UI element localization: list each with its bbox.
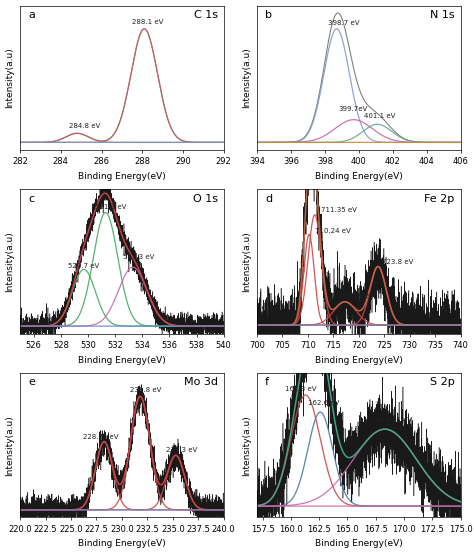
Y-axis label: Intensity(a.u): Intensity(a.u)	[6, 231, 15, 292]
Text: f: f	[265, 377, 269, 387]
Text: C 1s: C 1s	[193, 10, 218, 20]
Text: 717.28 eV: 717.28 eV	[338, 293, 374, 299]
Text: d: d	[265, 193, 272, 204]
Text: O 1s: O 1s	[192, 193, 218, 204]
Text: N 1s: N 1s	[430, 10, 455, 20]
Text: 531.3 eV: 531.3 eV	[95, 204, 126, 210]
Text: 529.7 eV: 529.7 eV	[68, 263, 99, 269]
Text: 168.31 eV: 168.31 eV	[376, 417, 412, 423]
Y-axis label: Intensity(a.u): Intensity(a.u)	[242, 47, 251, 108]
Text: Fe 2p: Fe 2p	[424, 193, 455, 204]
Text: 161.3 eV: 161.3 eV	[285, 386, 317, 392]
X-axis label: Binding Energy(eV): Binding Energy(eV)	[315, 540, 402, 548]
X-axis label: Binding Energy(eV): Binding Energy(eV)	[78, 540, 166, 548]
X-axis label: Binding Energy(eV): Binding Energy(eV)	[78, 172, 166, 181]
X-axis label: Binding Energy(eV): Binding Energy(eV)	[315, 356, 402, 365]
Text: 231.8 eV: 231.8 eV	[130, 387, 162, 393]
Y-axis label: Intensity(a.u): Intensity(a.u)	[6, 47, 15, 108]
Text: 710.24 eV: 710.24 eV	[316, 228, 351, 234]
Text: 723.8 eV: 723.8 eV	[382, 259, 413, 265]
Text: Mo 3d: Mo 3d	[183, 377, 218, 387]
Text: 401.1 eV: 401.1 eV	[364, 113, 395, 119]
Text: b: b	[265, 10, 272, 20]
X-axis label: Binding Energy(eV): Binding Energy(eV)	[78, 356, 166, 365]
Text: e: e	[28, 377, 35, 387]
Text: 533.3 eV: 533.3 eV	[123, 254, 155, 260]
X-axis label: Binding Energy(eV): Binding Energy(eV)	[315, 172, 402, 181]
Text: 228.25 eV: 228.25 eV	[83, 434, 118, 440]
Text: 711.35 eV: 711.35 eV	[320, 207, 356, 213]
Text: 162.6 eV: 162.6 eV	[308, 400, 339, 406]
Y-axis label: Intensity(a.u): Intensity(a.u)	[242, 231, 251, 292]
Y-axis label: Intensity(a.u): Intensity(a.u)	[242, 415, 251, 475]
Text: a: a	[28, 10, 35, 20]
Text: S 2p: S 2p	[429, 377, 455, 387]
Text: 398.7 eV: 398.7 eV	[328, 20, 360, 26]
Text: 288.1 eV: 288.1 eV	[132, 19, 164, 25]
Text: 284.8 eV: 284.8 eV	[69, 124, 100, 129]
Text: c: c	[28, 193, 35, 204]
Text: 235.3 eV: 235.3 eV	[165, 447, 197, 453]
Y-axis label: Intensity(a.u): Intensity(a.u)	[6, 415, 15, 475]
Text: 399.7eV: 399.7eV	[338, 106, 368, 112]
